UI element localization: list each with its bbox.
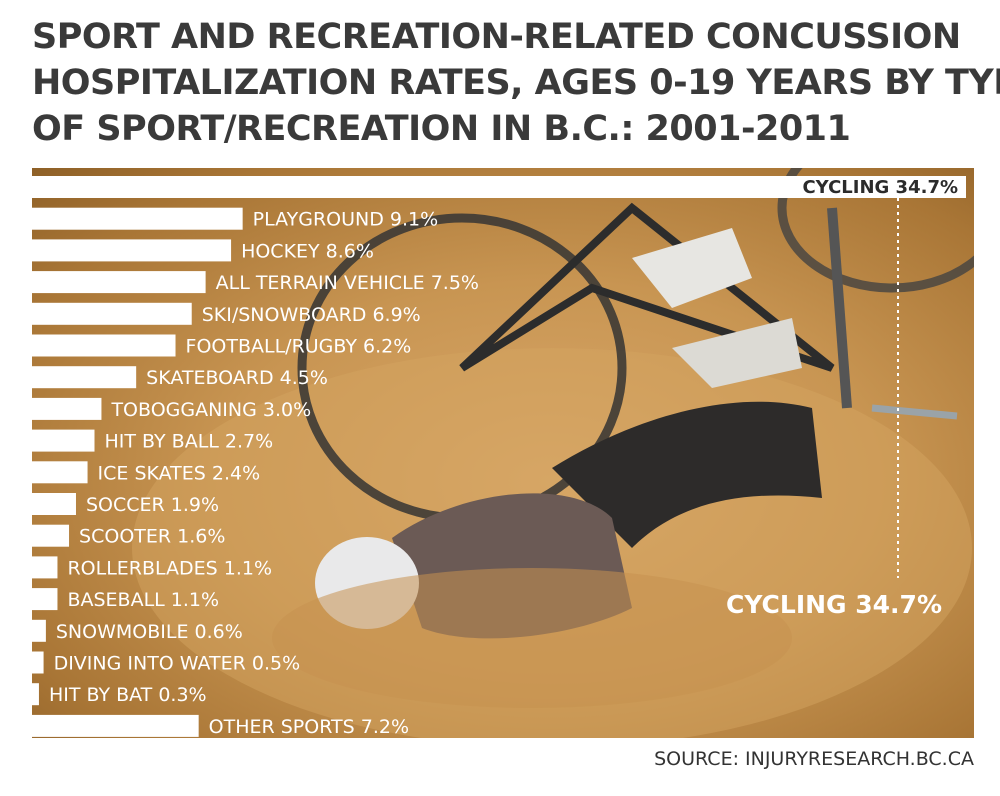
bar-label: ROLLERBLADES 1.1% xyxy=(67,557,272,579)
bike-wheel-right xyxy=(777,168,974,293)
chart-panel: CYCLING 34.7% PLAYGROUND 9.1% HOCKEY 8.6% A… xyxy=(32,168,974,738)
bar-label: HIT BY BAT 0.3% xyxy=(49,684,207,706)
bar-ski-snowboard xyxy=(32,302,192,325)
bar-label: ALL TERRAIN VEHICLE 7.5% xyxy=(216,272,479,294)
bar-skateboard xyxy=(32,366,137,389)
bar-label: SKI/SNOWBOARD 6.9% xyxy=(202,304,421,326)
bar-label: HOCKEY 8.6% xyxy=(241,240,374,262)
bar-label: PLAYGROUND 9.1% xyxy=(253,209,439,231)
rider-shoe xyxy=(632,228,752,308)
bar-label: HIT BY BALL 2.7% xyxy=(104,431,273,453)
bar-football-rugby xyxy=(32,334,176,357)
bar-label: FOOTBALL/RUGBY 6.2% xyxy=(186,336,412,358)
bar-label: SKATEBOARD 4.5% xyxy=(146,367,328,389)
title-line-2: HOSPITALIZATION RATES, AGES 0-19 YEARS B… xyxy=(32,63,1000,103)
bar-tobogganing xyxy=(32,397,102,420)
background-scene xyxy=(132,168,974,738)
bike-frame xyxy=(459,202,835,372)
bar-snowmobile xyxy=(32,619,46,642)
bar-label: ICE SKATES 2.4% xyxy=(98,462,261,484)
bar-rollerblades xyxy=(32,556,58,579)
bar-label: SOCCER 1.9% xyxy=(86,494,219,516)
chart-title: SPORT AND RECREATION-RELATED CONCUSSION … xyxy=(32,14,1000,152)
rider-shoe xyxy=(672,318,802,388)
bar-label: CYCLING 34.7% xyxy=(802,177,958,198)
bar-label: SCOOTER 1.6% xyxy=(79,526,225,548)
source-credit: SOURCE: INJURYRESEARCH.BC.CA xyxy=(654,748,974,770)
bar-hit-by-bat xyxy=(32,683,39,706)
dirt-spray xyxy=(272,568,792,708)
bar-soccer xyxy=(32,493,76,515)
bar-all-terrain-vehicle xyxy=(32,271,206,294)
bar-playground xyxy=(32,207,243,230)
bar-label: OTHER SPORTS 7.2% xyxy=(209,716,409,738)
bar-diving-into-water xyxy=(32,651,44,674)
title-line-3: OF SPORT/RECREATION IN B.C.: 2001-2011 xyxy=(32,109,851,149)
rider-legs xyxy=(552,401,822,548)
bar-hockey xyxy=(32,239,232,262)
bar-label: TOBOGGANING 3.0% xyxy=(110,399,311,421)
title-line-1: SPORT AND RECREATION-RELATED CONCUSSION xyxy=(32,17,961,57)
bar-scooter xyxy=(32,524,70,547)
bar-cycling xyxy=(32,176,966,198)
bar-baseball xyxy=(32,588,58,611)
bars-layer: CYCLING 34.7% PLAYGROUND 9.1% HOCKEY 8.6% A… xyxy=(32,176,966,738)
bar-other-sports xyxy=(32,714,199,737)
bar-ice-skates xyxy=(32,461,88,484)
bar-label: SNOWMOBILE 0.6% xyxy=(56,621,243,643)
bar-hit-by-ball xyxy=(32,429,95,452)
bar-chart: CYCLING 34.7% PLAYGROUND 9.1% HOCKEY 8.6% A… xyxy=(32,168,974,738)
cycling-callout: CYCLING 34.7% xyxy=(726,590,942,619)
bar-label: BASEBALL 1.1% xyxy=(67,589,219,611)
bar-label: DIVING INTO WATER 0.5% xyxy=(54,653,301,675)
